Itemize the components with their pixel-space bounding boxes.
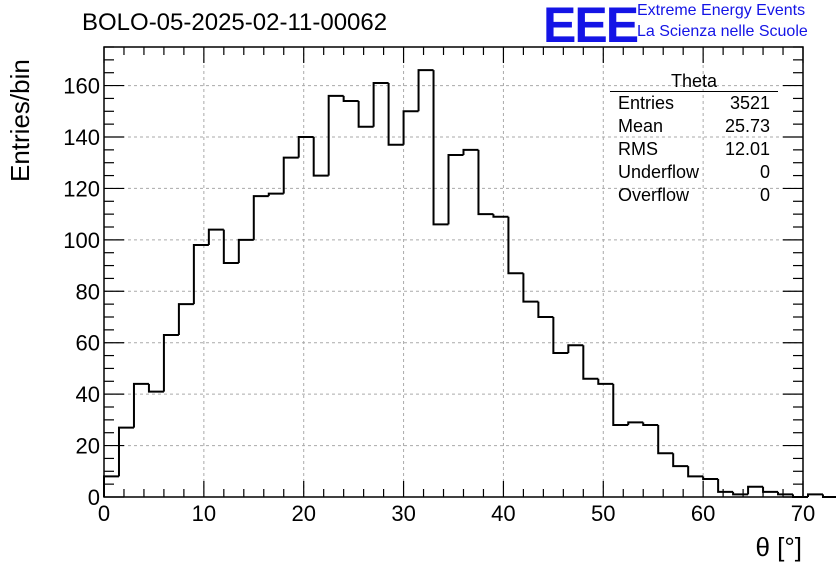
- stats-row: Underflow 0: [610, 161, 778, 184]
- x-tick-label: 30: [391, 501, 415, 526]
- histogram-bin: [507, 216, 524, 275]
- logo-tagline-1: Extreme Energy Events: [637, 2, 806, 19]
- eee-logo: EEE: [543, 0, 639, 53]
- histogram-bin: [762, 486, 779, 493]
- histogram-bin: [582, 345, 599, 380]
- stats-value: 0: [759, 185, 770, 205]
- stats-label: Mean: [618, 116, 664, 136]
- histogram-bin: [567, 344, 584, 353]
- y-tick-label: 100: [63, 228, 100, 253]
- histogram-bin: [477, 149, 494, 216]
- stats-row: RMS 12.01: [610, 138, 778, 161]
- histogram-bin: [642, 422, 659, 426]
- histogram-bin: [417, 69, 434, 112]
- histogram-bin: [372, 82, 389, 127]
- histogram-bin: [821, 494, 836, 498]
- histogram-bin: [237, 238, 254, 263]
- histogram-bin: [806, 493, 823, 497]
- x-tick-label: 70: [791, 501, 815, 526]
- histogram-bin: [777, 491, 794, 496]
- histogram-bin: [222, 229, 239, 264]
- stats-value: 0: [759, 162, 770, 182]
- histogram-bin: [132, 382, 149, 428]
- histogram-bin: [612, 383, 629, 426]
- stats-row: Mean 25.73: [610, 115, 778, 138]
- histogram-bin: [207, 228, 224, 245]
- histogram-bin: [732, 491, 749, 496]
- histogram-bin: [342, 95, 359, 102]
- histogram-bin: [702, 476, 719, 480]
- x-tick-label: 60: [691, 501, 715, 526]
- x-tick-label: 20: [291, 501, 315, 526]
- histogram-bin: [117, 426, 134, 477]
- histogram-bin: [462, 148, 479, 155]
- histogram-bin: [657, 425, 674, 455]
- histogram-bin: [492, 214, 509, 218]
- x-tick-label: 0: [98, 501, 110, 526]
- x-tick-label: 40: [491, 501, 515, 526]
- histogram-bin: [282, 156, 299, 194]
- stats-value: 3521: [729, 93, 770, 113]
- stats-value: 25.73: [724, 116, 770, 136]
- histogram-bin: [687, 466, 704, 478]
- stats-row: Entries 3521: [610, 92, 778, 115]
- logo-tagline-2: La Scienza nelle Scuole: [637, 23, 808, 40]
- stats-box: Theta Entries 3521 Mean 25.73 RMS 12.01 …: [610, 72, 778, 207]
- stats-title: Theta: [610, 72, 778, 92]
- y-tick-label: 0: [88, 485, 100, 510]
- plot-frame: [103, 46, 804, 498]
- histogram-bin: [747, 485, 764, 495]
- histogram-bin: [147, 383, 164, 393]
- histogram-bin: [432, 70, 449, 226]
- y-tick-label: 120: [63, 176, 100, 201]
- histogram-bin: [177, 303, 194, 335]
- histogram-bin: [103, 475, 119, 497]
- y-tick-label: 140: [63, 125, 100, 150]
- y-tick-label: 80: [76, 279, 100, 304]
- histogram-bin: [192, 244, 209, 305]
- y-axis-label: Entries/bin: [5, 59, 35, 182]
- y-tick-label: 160: [63, 74, 100, 99]
- histogram-bin: [312, 137, 329, 177]
- histogram-bin: [252, 195, 269, 240]
- histogram-bin: [597, 378, 614, 385]
- histogram-bin: [297, 136, 314, 158]
- stats-label: RMS: [618, 139, 658, 159]
- y-tick-label: 40: [76, 382, 100, 407]
- histogram-bin: [522, 273, 539, 303]
- histogram-bin: [402, 110, 419, 145]
- histogram-bin: [357, 101, 374, 128]
- histogram-bin: [552, 317, 569, 354]
- stats-row: Overflow 0: [610, 184, 778, 207]
- histogram-bin: [717, 479, 734, 493]
- x-tick-label: 50: [591, 501, 615, 526]
- histogram-bin: [627, 421, 644, 425]
- histogram-bin: [327, 94, 344, 176]
- stats-label: Overflow: [618, 185, 690, 205]
- chart-title: BOLO-05-2025-02-11-00062: [82, 9, 388, 36]
- x-axis-label: θ [°]: [755, 532, 802, 562]
- stats-label: Entries: [618, 93, 675, 113]
- stats-value: 12.01: [724, 139, 770, 159]
- y-tick-label: 20: [76, 434, 100, 459]
- y-tick-label: 60: [76, 331, 100, 356]
- x-tick-label: 10: [192, 501, 216, 526]
- histogram-bin: [267, 192, 284, 197]
- histogram-bin: [162, 334, 179, 392]
- histogram-bin: [672, 453, 689, 468]
- histogram-bin: [447, 154, 464, 225]
- histogram-bin: [537, 301, 554, 318]
- stats-label: Underflow: [618, 162, 700, 182]
- histogram-bin: [387, 83, 404, 146]
